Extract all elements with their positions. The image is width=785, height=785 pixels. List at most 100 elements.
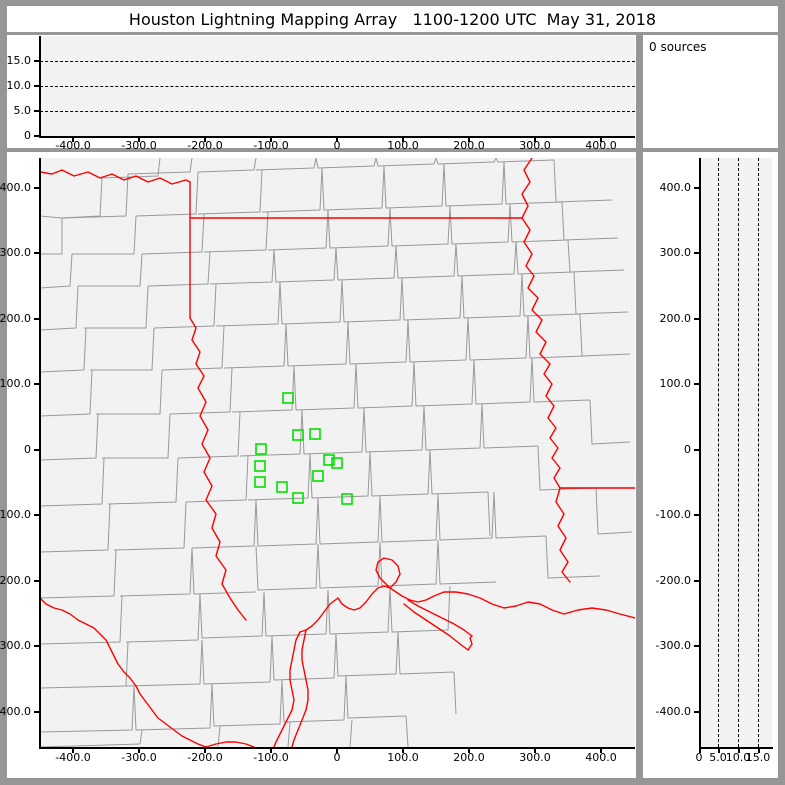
right-x-ticklabel-0: 0	[695, 751, 703, 764]
map-y-tick-100	[34, 383, 40, 385]
right-y-ticklabel-200: 200.0	[659, 312, 692, 325]
map-x-ticklabel-100: 100.0	[387, 751, 419, 764]
map-x-ticklabel-200: 200.0	[453, 751, 485, 764]
gridline-10	[738, 158, 739, 747]
x-tick--200	[204, 136, 206, 142]
right-x-tick-5	[718, 747, 720, 753]
x-tick--100	[270, 136, 272, 142]
map-y-ticklabel-300: 300.0	[0, 246, 31, 259]
right-x-tick-10	[738, 747, 740, 753]
y-tick-0	[34, 135, 40, 137]
y-ticklabel-5: 5.0	[13, 104, 32, 117]
x-ticklabel--400: -400.0	[55, 139, 91, 152]
map-y-ticklabel-400: 400.0	[0, 181, 31, 194]
right-x-ticklabel-5: 5.0	[709, 751, 727, 764]
map-y-axis-spine	[39, 158, 41, 748]
map-y-tick-0	[34, 449, 40, 451]
altitude-vs-east-plot-area	[40, 36, 635, 136]
map-x-tick-400	[600, 747, 602, 753]
right-x-ticklabel-10: 10.0	[725, 751, 751, 764]
station-marker	[254, 476, 266, 488]
map-y-tick--100	[34, 514, 40, 516]
right-y-tick-100	[694, 383, 700, 385]
plan-view-map-plot-area[interactable]	[40, 158, 635, 747]
right-x-tick-15	[758, 747, 760, 753]
gridline-5	[40, 111, 635, 112]
station-marker	[331, 457, 343, 469]
x-ticklabel--200: -200.0	[187, 139, 223, 152]
map-y-tick--200	[34, 580, 40, 582]
map-y-tick-400	[34, 187, 40, 189]
station-marker	[312, 470, 324, 482]
right-y-ticklabel-300: 300.0	[659, 246, 692, 259]
map-y-tick-200	[34, 318, 40, 320]
x-tick-0	[336, 136, 338, 142]
right-y-tick-300	[694, 252, 700, 254]
map-x-ticklabel--300: -300.0	[121, 751, 157, 764]
map-y-ticklabel-0: 0	[24, 443, 31, 456]
right-y-tick--300	[694, 645, 700, 647]
station-marker	[309, 428, 321, 440]
map-x-ticklabel--100: -100.0	[253, 751, 289, 764]
x-tick--400	[72, 136, 74, 142]
y-axis-spine	[39, 36, 41, 137]
source-count-label: 0 sources	[649, 40, 707, 54]
right-y-ticklabel-400: 400.0	[659, 181, 692, 194]
x-ticklabel-300: 300.0	[519, 139, 551, 152]
y-ticklabel-15: 15.0	[6, 54, 32, 67]
map-x-tick-200	[468, 747, 470, 753]
station-marker	[323, 454, 335, 466]
right-y-ticklabel-100: 100.0	[659, 377, 692, 390]
gridline-5	[718, 158, 719, 747]
station-marker	[282, 392, 294, 404]
map-x-tick--300	[138, 747, 140, 753]
map-x-ticklabel--200: -200.0	[187, 751, 223, 764]
right-y-axis-spine	[699, 158, 701, 748]
right-y-ticklabel--300: -300.0	[655, 639, 691, 652]
map-y-tick--300	[34, 645, 40, 647]
y-ticklabel-0: 0	[24, 129, 31, 142]
x-ticklabel--300: -300.0	[121, 139, 157, 152]
altitude-vs-east-panel: 15.0 10.0 5.0 0 -400.0 -300.0 -200.0 -10…	[7, 35, 636, 152]
map-y-ticklabel--200: -200.0	[0, 574, 31, 587]
right-y-ticklabel-0: 0	[684, 443, 691, 456]
map-x-tick-100	[402, 747, 404, 753]
plan-view-map-panel: 400.0 300.0 200.0 100.0 0 -100.0 -200.0 …	[0, 152, 636, 778]
right-y-ticklabel--200: -200.0	[655, 574, 691, 587]
x-ticklabel-200: 200.0	[453, 139, 485, 152]
x-ticklabel-400: 400.0	[585, 139, 617, 152]
map-x-tick--200	[204, 747, 206, 753]
map-x-ticklabel-400: 400.0	[585, 751, 617, 764]
map-x-ticklabel-300: 300.0	[519, 751, 551, 764]
x-tick-400	[600, 136, 602, 142]
gridline-15	[40, 61, 635, 62]
title-bar: Houston Lightning Mapping Array 1100-120…	[7, 6, 778, 32]
x-ticklabel--100: -100.0	[253, 139, 289, 152]
map-x-tick-300	[534, 747, 536, 753]
x-ticklabel-0: 0	[333, 139, 341, 152]
right-y-ticklabel--100: -100.0	[655, 508, 691, 521]
map-x-tick--400	[72, 747, 74, 753]
right-x-tick-0	[699, 747, 701, 753]
station-marker	[341, 493, 353, 505]
map-x-ticklabel-0: 0	[333, 751, 341, 764]
gridline-10	[40, 86, 635, 87]
station-marker	[276, 481, 288, 493]
right-y-ticklabel--400: -400.0	[655, 705, 691, 718]
map-x-tick--100	[270, 747, 272, 753]
x-tick-300	[534, 136, 536, 142]
right-y-tick--100	[694, 514, 700, 516]
y-tick-5	[34, 110, 40, 112]
station-marker	[292, 429, 304, 441]
right-y-tick--200	[694, 580, 700, 582]
map-y-ticklabel-100: 100.0	[0, 377, 31, 390]
map-graphic	[40, 158, 635, 747]
right-x-axis-spine	[699, 747, 773, 749]
map-y-tick-300	[34, 252, 40, 254]
map-y-ticklabel-200: 200.0	[0, 312, 31, 325]
right-y-tick-200	[694, 318, 700, 320]
y-ticklabel-10: 10.0	[6, 79, 32, 92]
right-y-tick--400	[694, 711, 700, 713]
x-tick--300	[138, 136, 140, 142]
